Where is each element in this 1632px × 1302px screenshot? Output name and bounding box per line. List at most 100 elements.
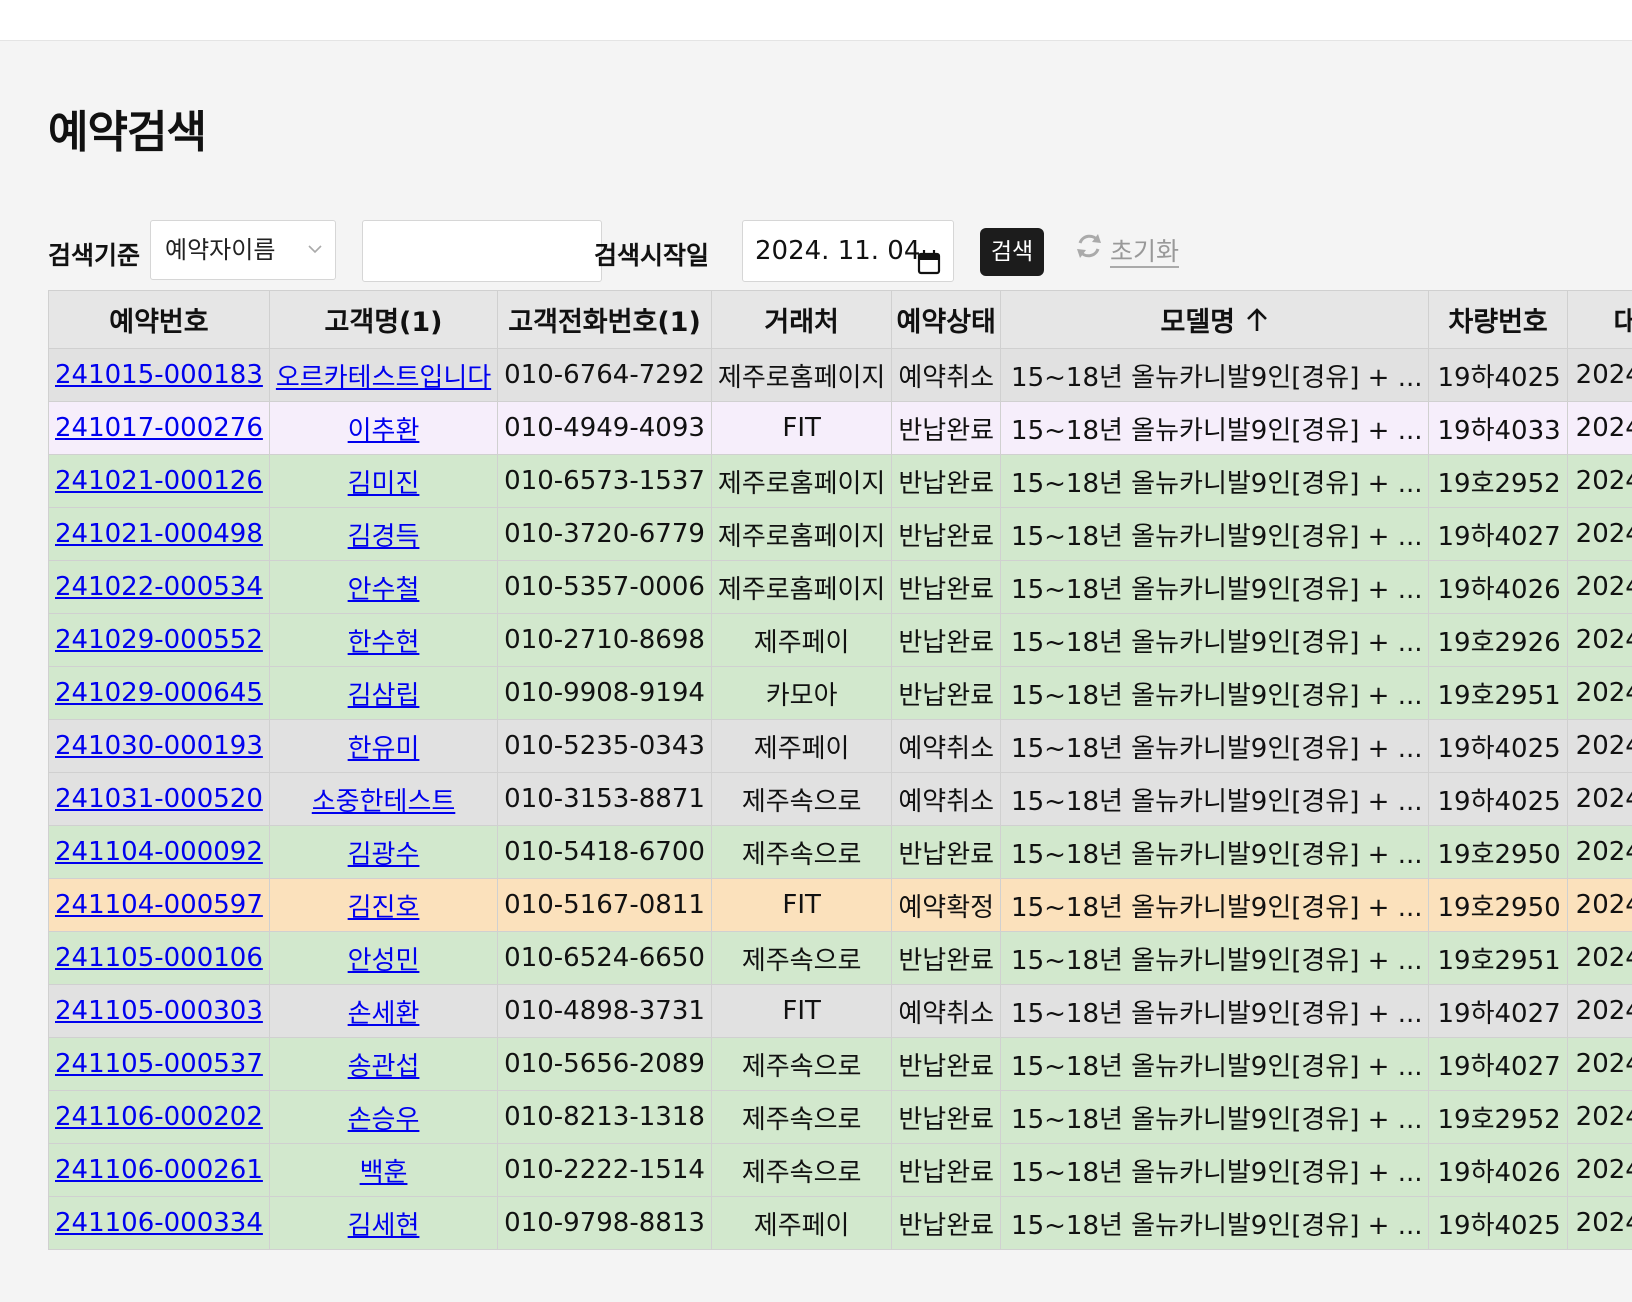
customer-name-link[interactable]: 김삼립 (347, 680, 420, 711)
table-row[interactable]: 241104-000597 김진호 010-5167-0811 FIT 예약확정 15~1… (48, 878, 1632, 932)
col-header-status[interactable]: 예약상태 (891, 290, 1002, 349)
search-keyword-input[interactable] (362, 220, 602, 282)
reservation-no-link[interactable]: 241029-000552 (55, 625, 263, 655)
customer-name-link[interactable]: 한유미 (347, 733, 420, 764)
customer-name-link[interactable]: 김진호 (347, 892, 420, 923)
customer-name-link[interactable]: 한수현 (347, 627, 420, 658)
start-date-input[interactable]: 2024. 11. 04 (742, 220, 954, 282)
reservation-no-link-cell[interactable]: 241104-000092 (48, 825, 270, 879)
reservation-no-link-cell[interactable]: 241029-000645 (48, 666, 270, 720)
table-row[interactable]: 241022-000534 안수철 010-5357-0006 제주로홈페이지 반납완료… (48, 560, 1632, 614)
col-header-reservation-no[interactable]: 예약번호 (48, 290, 270, 349)
customer-name-link[interactable]: 김경득 (347, 521, 420, 552)
reservation-no-link-cell[interactable]: 241021-000126 (48, 454, 270, 508)
customer-name-link[interactable]: 손세환 (347, 998, 420, 1029)
customer-name-link[interactable]: 김미진 (347, 468, 420, 499)
table-row[interactable]: 241031-000520 소중한테스트 010-3153-8871 제주속으로 예약취… (48, 772, 1632, 826)
reservation-no-link-cell[interactable]: 241030-000193 (48, 719, 270, 773)
table-row[interactable]: 241017-000276 이추환 010-4949-4093 FIT 반납완료 15~1… (48, 401, 1632, 455)
table-row[interactable]: 241030-000193 한유미 010-5235-0343 제주페이 예약취소 15~… (48, 719, 1632, 773)
criteria-select[interactable]: 예약자이름 (150, 220, 336, 280)
customer-name-link-cell[interactable]: 손세환 (268, 984, 499, 1038)
col-header-date[interactable]: 대 (1566, 290, 1632, 349)
reservation-no-link[interactable]: 241022-000534 (55, 572, 263, 602)
reservation-no-link-cell[interactable]: 241015-000183 (48, 348, 270, 402)
reservation-status-cell: 반납완료 (891, 454, 1002, 508)
customer-name-link-cell[interactable]: 김삼립 (268, 666, 499, 720)
customer-name-link-cell[interactable]: 김경득 (268, 507, 499, 561)
customer-name-link-cell[interactable]: 안수철 (268, 560, 499, 614)
table-row[interactable]: 241029-000552 한수현 010-2710-8698 제주페이 반납완료 15~… (48, 613, 1632, 667)
reset-button[interactable]: 초기화 (1074, 230, 1180, 274)
col-header-phone[interactable]: 고객전화번호(1) (497, 290, 712, 349)
col-header-plate[interactable]: 차량번호 (1428, 290, 1568, 349)
col-header-model[interactable]: 모델명 (1000, 290, 1430, 349)
reservation-no-link[interactable]: 241104-000092 (55, 837, 263, 867)
reservation-no-link-cell[interactable]: 241105-000303 (48, 984, 270, 1038)
reservation-no-link[interactable]: 241030-000193 (55, 731, 263, 761)
reservation-no-link[interactable]: 241104-000597 (55, 890, 263, 920)
customer-name-link-cell[interactable]: 송관섭 (268, 1037, 499, 1091)
table-row[interactable]: 241105-000537 송관섭 010-5656-2089 제주속으로 반납완료 15… (48, 1037, 1632, 1091)
customer-name-link-cell[interactable]: 김세현 (268, 1196, 499, 1250)
reservation-no-link-cell[interactable]: 241029-000552 (48, 613, 270, 667)
reservation-no-link-cell[interactable]: 241106-000261 (48, 1143, 270, 1197)
table-row[interactable]: 241106-000261 백훈 010-2222-1514 제주속으로 반납완료 15~… (48, 1143, 1632, 1197)
customer-name-link-cell[interactable]: 김진호 (268, 878, 499, 932)
col-header-customer[interactable]: 고객명(1) (268, 290, 499, 349)
customer-name-link-cell[interactable]: 오르카테스트입니다 (268, 348, 499, 402)
search-button[interactable]: 검색 (980, 228, 1044, 276)
col-header-partner[interactable]: 거래처 (710, 290, 893, 349)
customer-name-link-cell[interactable]: 김광수 (268, 825, 499, 879)
customer-name-link-cell[interactable]: 한수현 (268, 613, 499, 667)
table-row[interactable]: 241106-000202 손승우 010-8213-1318 제주속으로 반납완료 15… (48, 1090, 1632, 1144)
reservation-no-link[interactable]: 241106-000202 (55, 1102, 263, 1132)
customer-name-link-cell[interactable]: 손승우 (268, 1090, 499, 1144)
table-row[interactable]: 241015-000183 오르카테스트입니다 010-6764-7292 제주로홈페… (48, 348, 1632, 402)
reservation-no-link[interactable]: 241031-000520 (55, 784, 263, 814)
table-row[interactable]: 241105-000303 손세환 010-4898-3731 FIT 예약취소 15~1… (48, 984, 1632, 1038)
reservation-no-link-cell[interactable]: 241106-000202 (48, 1090, 270, 1144)
customer-name-link-cell[interactable]: 김미진 (268, 454, 499, 508)
reservation-no-link-cell[interactable]: 241105-000537 (48, 1037, 270, 1091)
customer-name-link[interactable]: 안성민 (347, 945, 420, 976)
customer-name-link[interactable]: 송관섭 (347, 1051, 420, 1082)
reservation-no-link-cell[interactable]: 241105-000106 (48, 931, 270, 985)
reservation-no-link[interactable]: 241106-000334 (55, 1208, 263, 1238)
customer-name-link-cell[interactable]: 이추환 (268, 401, 499, 455)
table-row[interactable]: 241021-000498 김경득 010-3720-6779 제주로홈페이지 반납완료… (48, 507, 1632, 561)
customer-name-link[interactable]: 김세현 (347, 1210, 420, 1241)
reservation-no-link[interactable]: 241021-000498 (55, 519, 263, 549)
reservation-no-link[interactable]: 241029-000645 (55, 678, 263, 708)
reservation-no-link[interactable]: 241105-000303 (55, 996, 263, 1026)
reservation-no-link-cell[interactable]: 241031-000520 (48, 772, 270, 826)
customer-name-link[interactable]: 김광수 (347, 839, 420, 870)
customer-name-link[interactable]: 소중한테스트 (311, 786, 456, 817)
reservation-no-link[interactable]: 241105-000537 (55, 1049, 263, 1079)
table-row[interactable]: 241105-000106 안성민 010-6524-6650 제주속으로 반납완료 15… (48, 931, 1632, 985)
table-row[interactable]: 241021-000126 김미진 010-6573-1537 제주로홈페이지 반납완료… (48, 454, 1632, 508)
reservation-no-link[interactable]: 241015-000183 (55, 360, 263, 390)
customer-name-link-cell[interactable]: 안성민 (268, 931, 499, 985)
reservation-no-link[interactable]: 241017-000276 (55, 413, 263, 443)
customer-name-link[interactable]: 오르카테스트입니다 (275, 362, 492, 393)
reservation-no-link-cell[interactable]: 241022-000534 (48, 560, 270, 614)
calendar-icon[interactable] (917, 237, 941, 297)
table-row[interactable]: 241029-000645 김삼립 010-9908-9194 카모아 반납완료 15~1… (48, 666, 1632, 720)
customer-name-link[interactable]: 손승우 (347, 1104, 420, 1135)
table-row[interactable]: 241104-000092 김광수 010-5418-6700 제주속으로 반납완료 15… (48, 825, 1632, 879)
reservation-no-link-cell[interactable]: 241017-000276 (48, 401, 270, 455)
customer-name-link[interactable]: 백훈 (359, 1157, 408, 1188)
customer-name-link-cell[interactable]: 한유미 (268, 719, 499, 773)
reservation-no-link-cell[interactable]: 241106-000334 (48, 1196, 270, 1250)
reservation-no-link-cell[interactable]: 241104-000597 (48, 878, 270, 932)
customer-name-link[interactable]: 안수철 (347, 574, 420, 605)
reservation-no-link-cell[interactable]: 241021-000498 (48, 507, 270, 561)
customer-name-link[interactable]: 이추환 (347, 415, 420, 446)
customer-name-link-cell[interactable]: 소중한테스트 (268, 772, 499, 826)
customer-name-link-cell[interactable]: 백훈 (268, 1143, 499, 1197)
table-row[interactable]: 241106-000334 김세현 010-9798-8813 제주페이 반납완료 15~… (48, 1196, 1632, 1250)
reservation-no-link[interactable]: 241105-000106 (55, 943, 263, 973)
reservation-no-link[interactable]: 241021-000126 (55, 466, 263, 496)
reservation-no-link[interactable]: 241106-000261 (55, 1155, 263, 1185)
